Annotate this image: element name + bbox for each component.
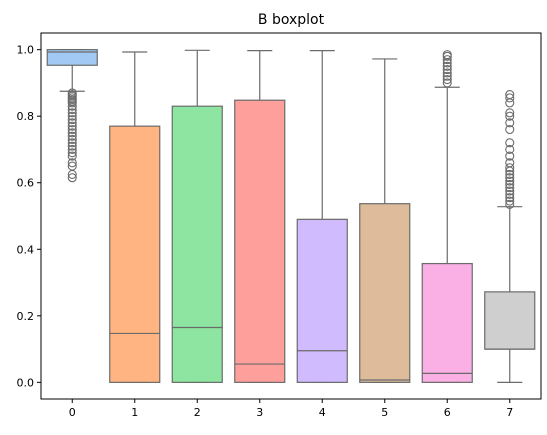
box-group-4 <box>296 50 348 383</box>
box-group-7 <box>484 90 536 383</box>
box-5 <box>359 203 411 383</box>
x-axis: 0 1 2 3 4 5 6 7 <box>69 399 513 419</box>
outlier-point-0-21 <box>67 148 77 158</box>
outlier-point-7-15 <box>505 138 515 148</box>
outlier-point-0-9 <box>67 108 77 118</box>
outlier-point-7-17 <box>505 118 515 128</box>
outlier-point-6-7 <box>442 55 452 65</box>
y-axis: 0.0 0.2 0.4 0.6 0.8 1.0 <box>17 44 41 389</box>
outlier-point-7-12 <box>505 158 515 168</box>
outlier-point-6-9 <box>442 50 452 60</box>
x-tick-label-3: 3 <box>256 406 263 419</box>
outlier-point-6-2 <box>442 71 452 81</box>
outlier-point-0-14 <box>67 124 77 135</box>
outlier-point-7-14 <box>505 144 515 155</box>
outlier-point-6-0 <box>442 78 452 88</box>
axes-frame <box>40 32 542 400</box>
outlier-point-7-13 <box>505 151 515 161</box>
outlier-point-0-7 <box>67 101 77 111</box>
outlier-point-7-1 <box>505 196 515 206</box>
box-2 <box>171 105 223 383</box>
box-4 <box>296 218 348 383</box>
outlier-point-0-19 <box>67 141 77 151</box>
outlier-point-7-2 <box>505 193 515 203</box>
x-tick-label-5: 5 <box>381 406 388 419</box>
outlier-point-0-16 <box>67 131 77 141</box>
x-tick-label-6: 6 <box>444 406 451 419</box>
box-group-2 <box>171 49 223 383</box>
outlier-point-7-3 <box>505 189 515 199</box>
outlier-point-7-0 <box>505 199 515 209</box>
outlier-point-0-23 <box>67 158 77 168</box>
outlier-point-0-6 <box>67 98 77 108</box>
plot-area <box>46 49 536 383</box>
outlier-point-0-25 <box>67 169 77 179</box>
outlier-point-0-22 <box>67 151 77 161</box>
box-group-3 <box>234 50 286 383</box>
outlier-point-0-20 <box>67 144 77 155</box>
box-group-6 <box>421 50 473 383</box>
outlier-point-7-11 <box>505 163 515 173</box>
outlier-point-7-16 <box>505 124 515 135</box>
outlier-point-0-13 <box>67 121 77 131</box>
y-tick-label-2: 0.4 <box>17 243 35 256</box>
y-tick-label-0: 0.0 <box>17 376 35 389</box>
outlier-point-6-1 <box>442 75 452 85</box>
outlier-point-6-5 <box>442 61 452 71</box>
outlier-point-0-8 <box>67 104 77 115</box>
outlier-point-0-17 <box>67 134 77 145</box>
outlier-point-7-4 <box>505 186 515 196</box>
outlier-point-7-22 <box>505 90 515 100</box>
x-tick-label-0: 0 <box>69 406 76 419</box>
box-group-1 <box>109 51 161 383</box>
x-tick-label-7: 7 <box>506 406 513 419</box>
outlier-point-0-18 <box>67 138 77 148</box>
outlier-point-7-7 <box>505 176 515 186</box>
y-tick-label-1: 0.2 <box>17 310 35 323</box>
outlier-point-7-8 <box>505 173 515 183</box>
outlier-point-6-4 <box>442 65 452 75</box>
box-group-0 <box>46 49 98 183</box>
box-6 <box>421 262 473 383</box>
box-7 <box>484 291 536 350</box>
outlier-point-0-26 <box>67 173 77 183</box>
x-tick-label-4: 4 <box>319 406 326 419</box>
y-tick-label-3: 0.6 <box>17 177 35 190</box>
box-3 <box>234 99 286 383</box>
outlier-point-7-6 <box>505 179 515 189</box>
outlier-point-7-9 <box>505 169 515 179</box>
outlier-point-0-10 <box>67 111 77 121</box>
outlier-point-6-3 <box>442 68 452 78</box>
y-tick-label-4: 0.8 <box>17 110 35 123</box>
box-0 <box>46 49 98 66</box>
outlier-point-7-5 <box>505 183 515 193</box>
x-tick-label-1: 1 <box>131 406 138 419</box>
outlier-point-0-11 <box>67 114 77 125</box>
outlier-point-0-12 <box>67 118 77 128</box>
outlier-point-7-18 <box>505 111 515 121</box>
box-1 <box>109 125 161 383</box>
chart-title: B boxplot <box>258 12 325 28</box>
outlier-point-0-15 <box>67 128 77 138</box>
x-tick-label-2: 2 <box>194 406 201 419</box>
box-group-5 <box>359 58 411 383</box>
y-tick-label-5: 1.0 <box>17 44 35 57</box>
outlier-point-7-21 <box>505 93 515 103</box>
outlier-point-7-19 <box>505 108 515 118</box>
